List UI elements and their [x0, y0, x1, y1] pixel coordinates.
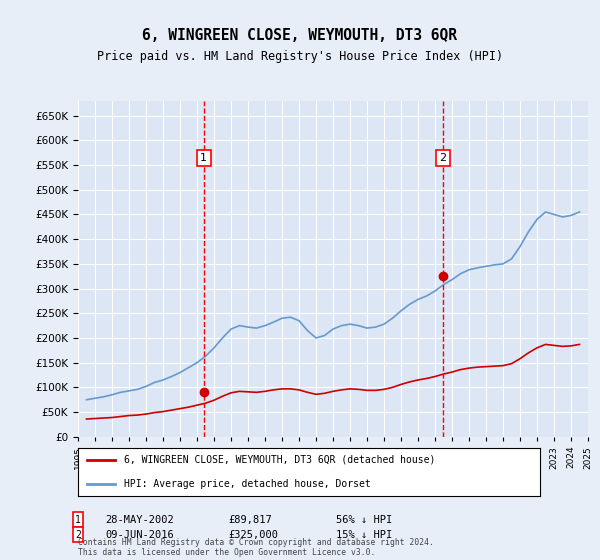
Text: Price paid vs. HM Land Registry's House Price Index (HPI): Price paid vs. HM Land Registry's House … — [97, 50, 503, 63]
Text: 2: 2 — [439, 153, 446, 163]
Text: 56% ↓ HPI: 56% ↓ HPI — [336, 515, 392, 525]
Text: 15% ↓ HPI: 15% ↓ HPI — [336, 530, 392, 540]
Text: £89,817: £89,817 — [228, 515, 272, 525]
Text: HPI: Average price, detached house, Dorset: HPI: Average price, detached house, Dors… — [124, 479, 371, 489]
Text: 1: 1 — [75, 515, 81, 525]
Text: Contains HM Land Registry data © Crown copyright and database right 2024.
This d: Contains HM Land Registry data © Crown c… — [78, 538, 434, 557]
Text: 6, WINGREEN CLOSE, WEYMOUTH, DT3 6QR (detached house): 6, WINGREEN CLOSE, WEYMOUTH, DT3 6QR (de… — [124, 455, 436, 465]
Text: 28-MAY-2002: 28-MAY-2002 — [105, 515, 174, 525]
Text: 1: 1 — [200, 153, 208, 163]
Text: £325,000: £325,000 — [228, 530, 278, 540]
Text: 2: 2 — [75, 530, 81, 540]
Text: 6, WINGREEN CLOSE, WEYMOUTH, DT3 6QR: 6, WINGREEN CLOSE, WEYMOUTH, DT3 6QR — [143, 28, 458, 43]
Text: 09-JUN-2016: 09-JUN-2016 — [105, 530, 174, 540]
